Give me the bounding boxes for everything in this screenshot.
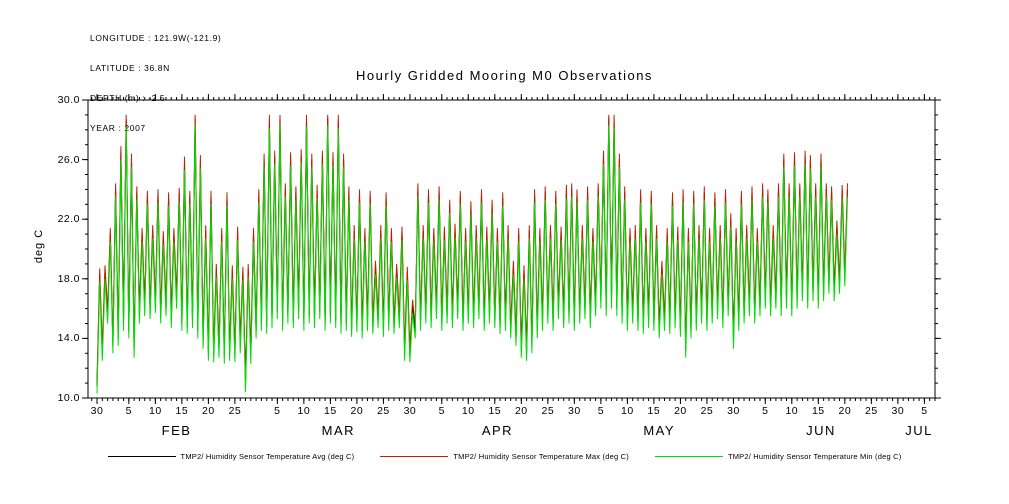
- x-tick-label: 30: [403, 405, 417, 417]
- x-tick-label: 30: [727, 405, 740, 417]
- x-tick-label: 20: [202, 405, 215, 417]
- x-tick-label: 10: [621, 405, 634, 417]
- info-year: YEAR : 2007: [90, 123, 146, 133]
- x-tick-label: 5: [438, 405, 445, 417]
- y-tick-label: 26.0: [57, 153, 80, 166]
- y-tick-label: 10.0: [57, 392, 80, 404]
- legend: TMP2/ Humidity Sensor Temperature Avg (d…: [0, 452, 1009, 461]
- legend-item-avg: TMP2/ Humidity Sensor Temperature Avg (d…: [107, 452, 355, 461]
- legend-label-min: TMP2/ Humidity Sensor Temperature Min (d…: [727, 452, 902, 461]
- x-tick-label: 10: [297, 405, 311, 417]
- legend-item-min: TMP2/ Humidity Sensor Temperature Min (d…: [654, 452, 902, 461]
- legend-item-max: TMP2/ Humidity Sensor Temperature Max (d…: [380, 452, 629, 461]
- x-tick-label: 15: [324, 405, 337, 417]
- y-tick-label: 18.0: [57, 272, 80, 285]
- x-tick-label: 5: [762, 405, 769, 417]
- x-tick-label: 15: [647, 405, 661, 417]
- month-label: FEB: [161, 423, 192, 438]
- month-label: JUN: [806, 423, 836, 438]
- x-tick-label: 20: [514, 405, 528, 417]
- x-tick-label: 5: [274, 405, 281, 417]
- info-latitude: LATITUDE : 36.8N: [90, 63, 170, 73]
- y-tick-label: 22.0: [57, 213, 80, 226]
- x-tick-label: 15: [811, 405, 825, 417]
- y-tick-label: 14.0: [57, 332, 80, 345]
- x-tick-label: 25: [377, 405, 390, 417]
- x-tick-label: 20: [350, 405, 364, 417]
- x-tick-label: 10: [785, 405, 799, 417]
- legend-line-min-icon: [654, 456, 723, 457]
- info-depth: DEPTH (m) : -2.5: [90, 93, 166, 103]
- x-tick-label: 15: [488, 405, 502, 417]
- x-tick-label: 15: [175, 405, 189, 417]
- legend-label-max: TMP2/ Humidity Sensor Temperature Max (d…: [453, 452, 629, 461]
- x-tick-label: 30: [891, 405, 905, 417]
- x-tick-label: 5: [921, 405, 928, 417]
- x-tick-label: 20: [838, 405, 852, 417]
- axis-box: [87, 99, 936, 399]
- info-block: LONGITUDE : 121.9W(-121.9) LATITUDE : 36…: [90, 13, 221, 153]
- month-label: JUL: [905, 423, 933, 438]
- x-tick-label: 30: [90, 405, 104, 417]
- x-tick-label: 10: [149, 405, 162, 417]
- x-tick-label: 20: [674, 405, 687, 417]
- legend-line-avg-icon: [107, 456, 176, 457]
- x-tick-label: 30: [568, 405, 581, 417]
- y-tick-label: 30.0: [57, 94, 80, 106]
- series-min: [96, 125, 848, 394]
- chart-title: Hourly Gridded Mooring M0 Observations: [356, 68, 653, 83]
- legend-line-max-icon: [380, 456, 449, 457]
- x-tick-label: 25: [541, 405, 555, 417]
- series-max: [96, 114, 848, 381]
- x-tick-label: 25: [700, 405, 714, 417]
- x-tick-label: 25: [228, 405, 242, 417]
- x-tick-label: 25: [865, 405, 878, 417]
- month-label: MAR: [321, 423, 356, 438]
- x-tick-label: 10: [461, 405, 475, 417]
- x-tick-label: 5: [597, 405, 605, 417]
- info-longitude: LONGITUDE : 121.9W(-121.9): [90, 33, 222, 43]
- month-label: APR: [481, 423, 514, 438]
- month-label: MAY: [643, 423, 676, 438]
- legend-label-avg: TMP2/ Humidity Sensor Temperature Avg (d…: [180, 452, 355, 461]
- x-tick-label: 5: [125, 405, 132, 417]
